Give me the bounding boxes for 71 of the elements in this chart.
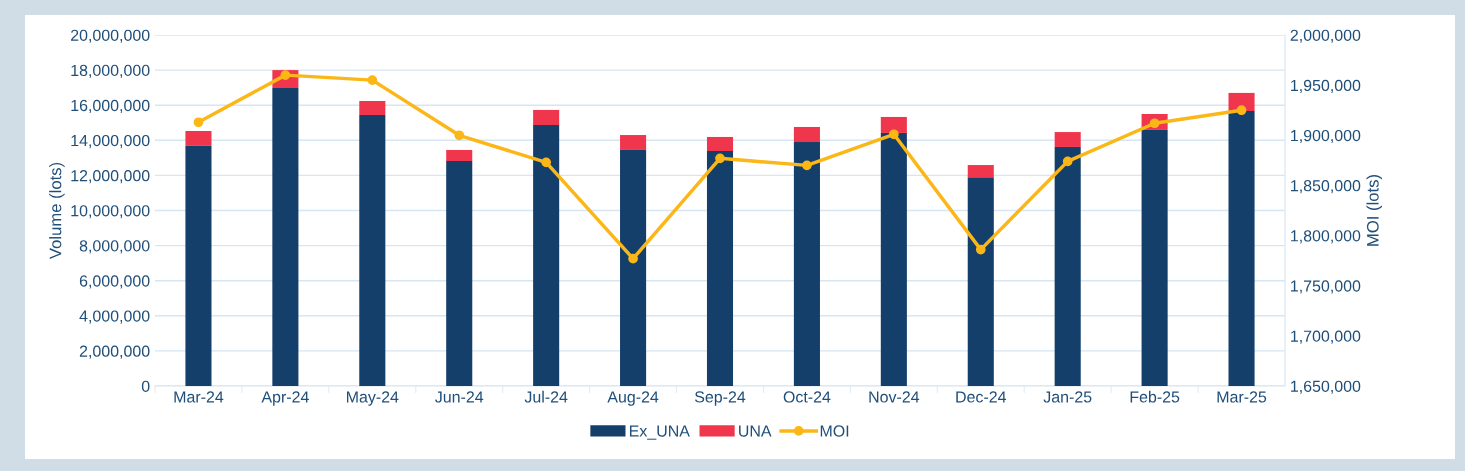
x-tick-label: Aug-24 [607,391,659,406]
bar [446,161,473,386]
point [888,129,899,140]
bar [880,116,907,133]
x-tick-label: Apr-24 [261,391,309,406]
x-tick-label: Mar-24 [174,391,224,403]
y-tick-label: 0 [141,380,150,392]
bar [1054,146,1081,386]
y-tick-label: 10,000,000 [71,205,150,219]
bar [706,136,734,152]
y2-tick-label: 1,750,000 [1291,280,1361,294]
bar [185,131,212,146]
bar [793,142,820,386]
x-tick-label: Jul-24 [524,390,568,403]
x-tick-label: Oct-24 [783,391,831,403]
point [541,157,552,168]
legend-label: Ex_UNA [629,425,690,440]
y2-tick-label: 1,700,000 [1291,330,1361,344]
bar [359,115,386,386]
y-tick-label: 20,000,000 [71,29,150,43]
bar [272,88,299,386]
bar [359,100,386,116]
y-tick-label: 12,000,000 [71,170,150,184]
y2-tick-label: 1,950,000 [1291,79,1361,93]
y-tick-label: 2,000,000 [79,345,150,359]
x-tick-label: Feb-25 [1130,390,1180,403]
x-tick-label: Jan-25 [1043,391,1092,403]
bar [1141,129,1168,386]
bar [620,135,647,150]
bar [1054,132,1081,147]
bar [967,165,994,178]
bar [967,177,994,386]
x-tick-label: Mar-25 [1217,391,1267,403]
bar [620,149,647,386]
bar [446,149,473,162]
x-tick-label: Dec-24 [956,391,1007,403]
x-tick-label: Sep-24 [694,391,746,406]
y2-tick-label: 2,000,000 [1290,29,1361,43]
y2-tick-label: 1,900,000 [1291,129,1361,144]
bar [1228,110,1255,386]
point [715,153,725,164]
y2-tick-label: 1,800,000 [1291,230,1361,244]
bar [880,132,907,386]
y2-axis-title: MOI (lots) [1366,174,1382,246]
y-tick-label: 4,000,000 [79,310,150,324]
point [628,253,638,264]
bar [793,126,820,143]
y-tick-label: 6,000,000 [79,275,150,289]
point [1062,156,1073,167]
point [454,130,465,141]
point [193,117,204,128]
bar [185,145,212,386]
point [975,244,986,255]
x-tick-label: Nov-24 [869,391,920,403]
x-tick-label: May-24 [346,391,399,406]
point [802,160,812,171]
y-tick-label: 16,000,000 [71,99,150,114]
bar [533,125,560,386]
y2-tick-label: 1,650,000 [1291,380,1361,394]
point [367,75,378,85]
point [1236,105,1247,116]
bar [533,109,560,126]
y-tick-label: 18,000,000 [71,64,150,78]
x-tick-label: Jun-24 [435,391,484,403]
y-tick-label: 8,000,000 [79,240,150,254]
bar [706,151,734,386]
y2-tick-label: 1,850,000 [1291,180,1361,194]
y-tick-label: 14,000,000 [71,134,150,149]
legend-label: UNA [739,425,772,437]
legend-label: MOI [820,425,849,437]
y-axis-title: Volume (lots) [49,162,65,260]
